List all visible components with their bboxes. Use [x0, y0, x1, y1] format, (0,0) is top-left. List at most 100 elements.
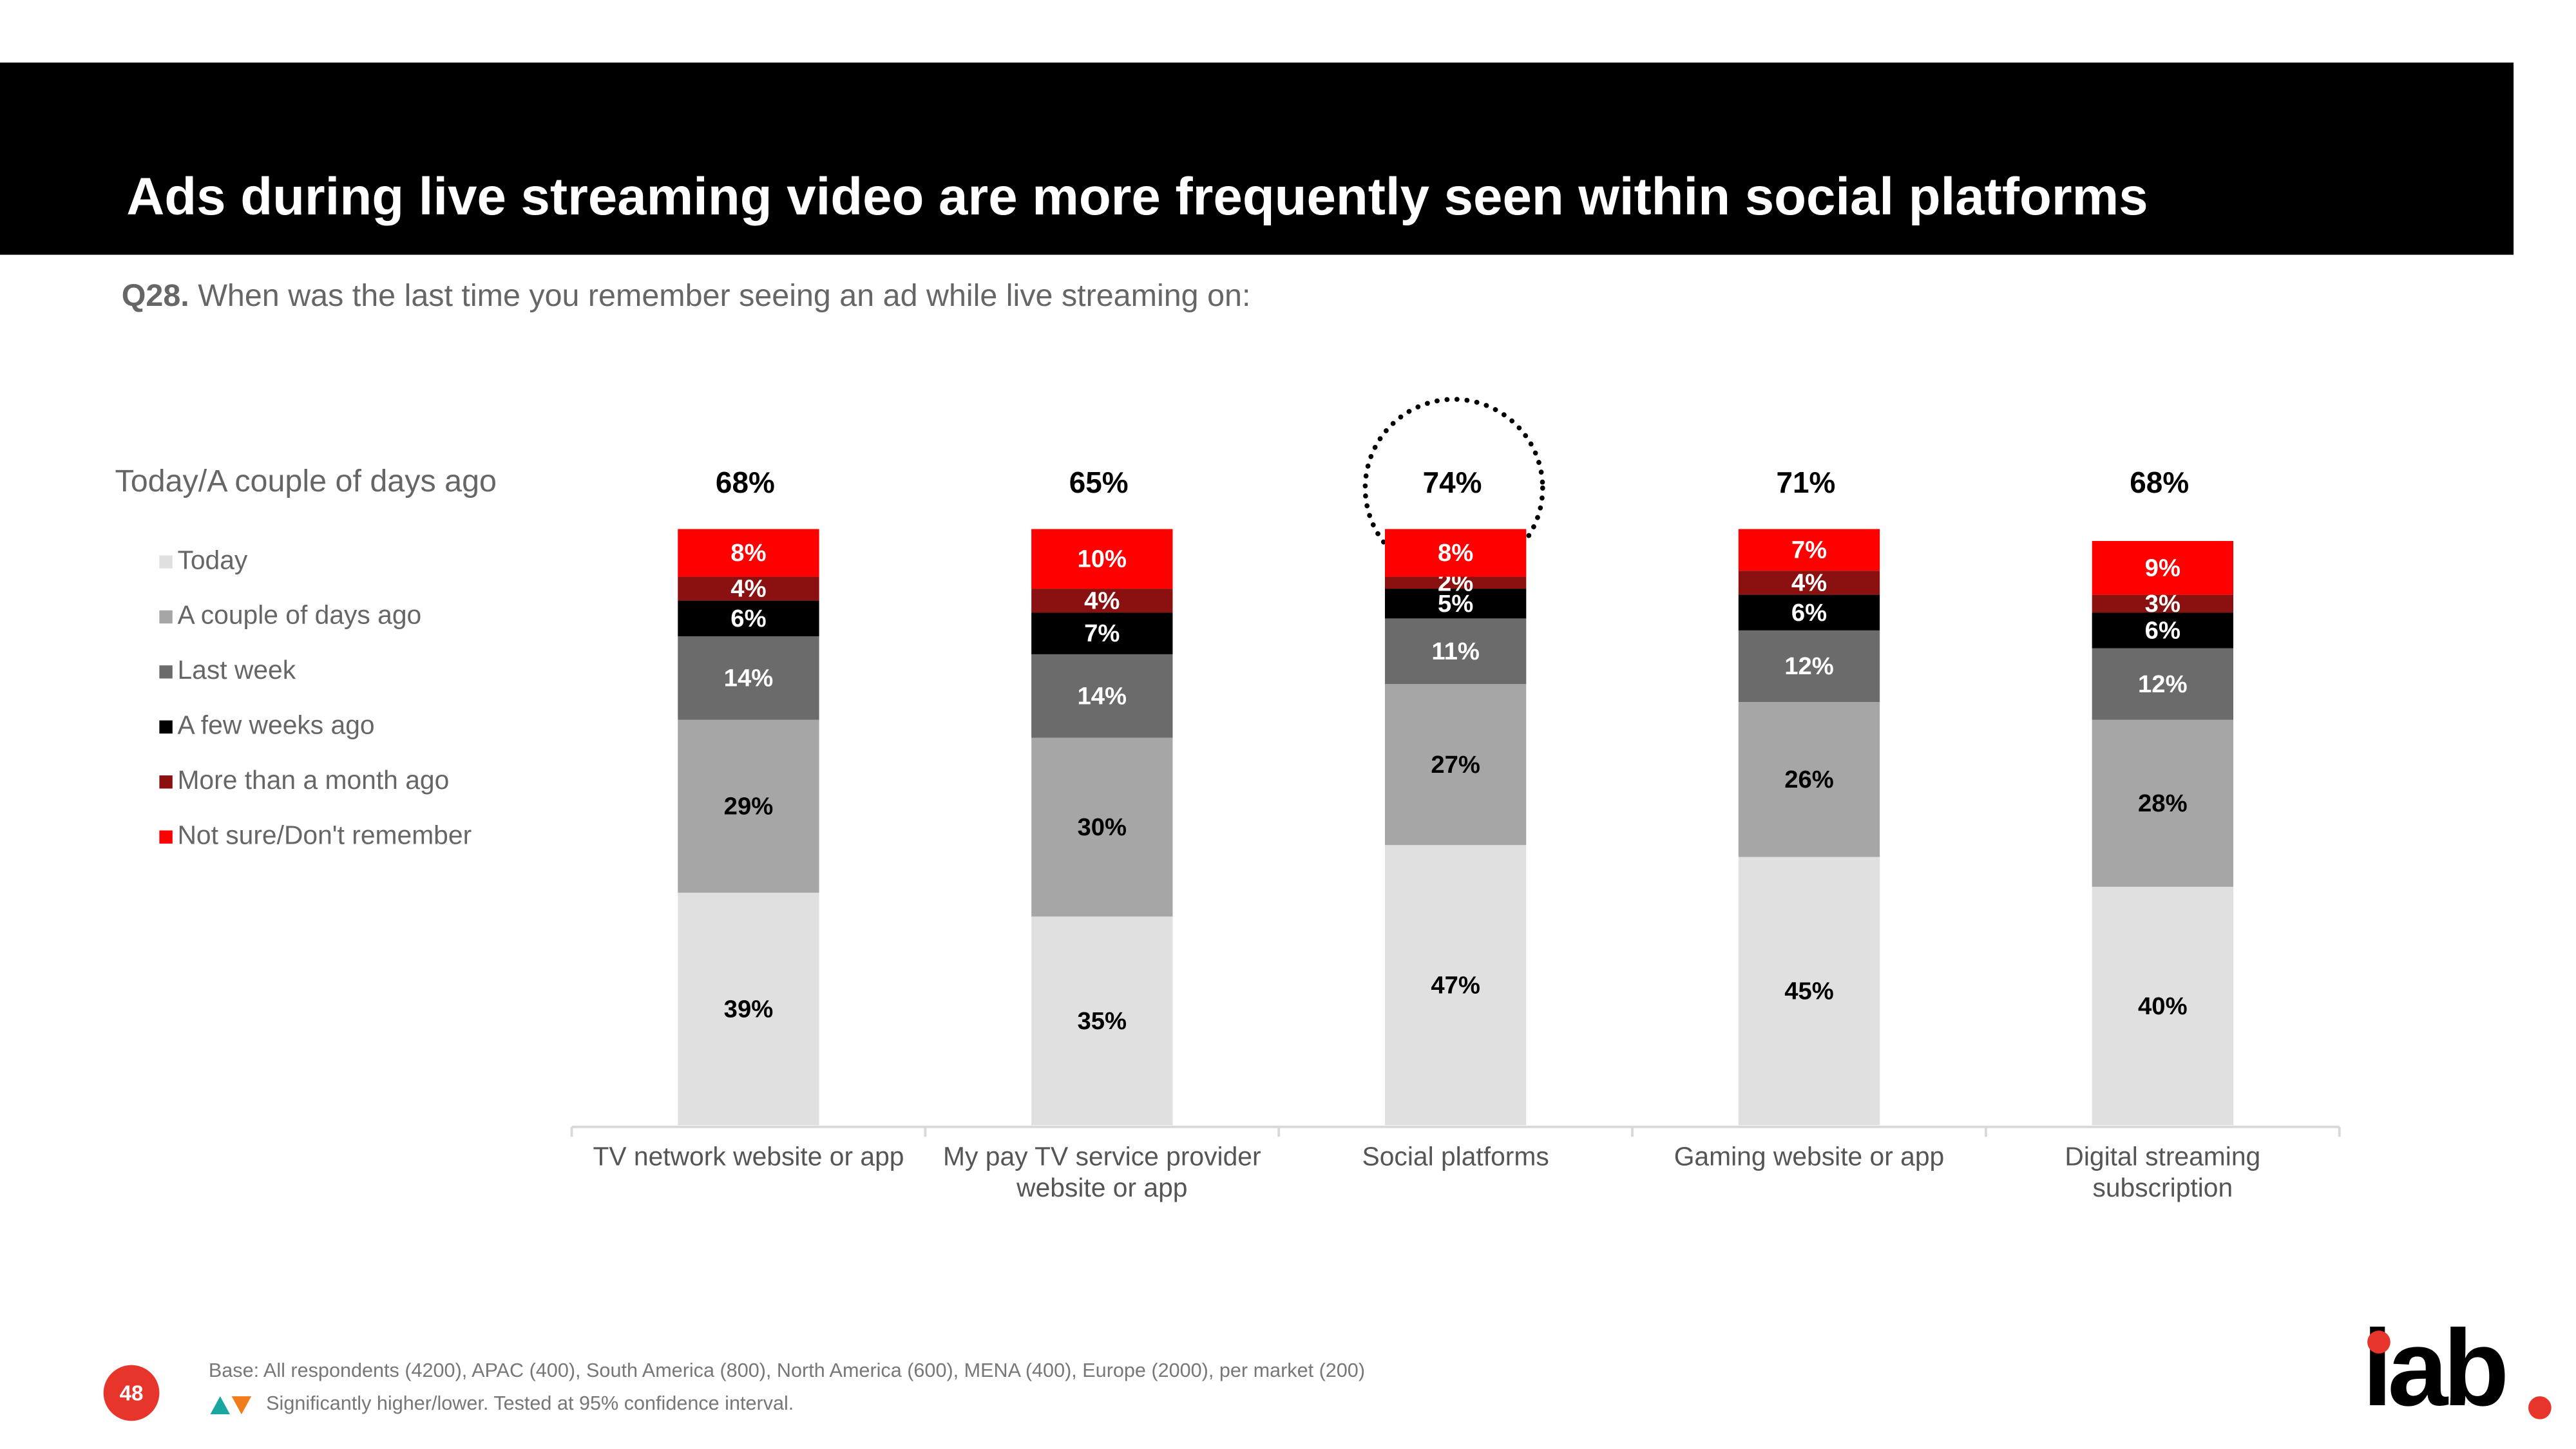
bar-segment: [1384, 684, 1527, 846]
bar-segment: [2092, 594, 2233, 613]
bar-segment: [1031, 589, 1173, 613]
value-label: 6%: [2145, 617, 2180, 645]
subtitle: Q28. When was the last time you remember…: [122, 278, 1251, 313]
value-label: 40%: [2138, 992, 2188, 1020]
x-tick-label-line: TV network website or app: [593, 1141, 904, 1171]
value-label: 27%: [1431, 751, 1480, 779]
bar-segment: [1384, 618, 1527, 685]
bar-segment: [1384, 845, 1527, 1126]
page-number: 48: [120, 1381, 144, 1405]
footer-base: Base: All respondents (4200), APAC (400)…: [209, 1359, 1365, 1381]
logo-period: [2528, 1396, 2552, 1419]
annotation: Today/A couple of days ago: [115, 464, 497, 498]
x-tick-label-line: subscription: [2092, 1173, 2233, 1202]
value-label: 8%: [1438, 539, 1473, 567]
x-tick-label: Social platforms: [1362, 1141, 1549, 1171]
value-label: 5%: [1438, 590, 1473, 618]
legend-swatch: [159, 610, 173, 624]
bar-segment: [678, 529, 819, 577]
value-label: 12%: [1784, 652, 1834, 680]
bar-segment: [678, 600, 819, 637]
value-label: 47%: [1431, 971, 1480, 999]
total-label: 68%: [716, 466, 775, 499]
bar-segment: [1384, 529, 1527, 577]
x-tick-label: Gaming website or app: [1674, 1141, 1945, 1171]
value-label: 6%: [1791, 599, 1827, 627]
legend-swatch: [159, 720, 173, 734]
legend-label: More than a month ago: [177, 765, 449, 795]
bar-segment: [678, 893, 819, 1126]
value-label: 8%: [730, 539, 766, 567]
bar-segment: [678, 636, 819, 720]
value-label: 39%: [724, 995, 774, 1023]
value-label: 14%: [1078, 682, 1127, 710]
bar-segment: [1031, 529, 1173, 589]
bar-segment: [678, 576, 819, 601]
title-bar: [0, 62, 2514, 255]
bar-segment: [1031, 916, 1173, 1126]
value-label: 28%: [2138, 790, 2188, 817]
bar-segment: [1031, 737, 1173, 917]
bar-segment: [2092, 719, 2233, 887]
value-label: 35%: [1078, 1007, 1127, 1035]
total-label: 68%: [2130, 466, 2189, 499]
value-label: 6%: [730, 605, 766, 632]
total-label: 71%: [1776, 466, 1835, 499]
value-label: 14%: [724, 665, 774, 692]
value-label: 11%: [1431, 638, 1479, 665]
x-tick-label-line: Gaming website or app: [1674, 1141, 1945, 1171]
bar-segment: [1738, 529, 1880, 571]
down-triangle: [231, 1396, 252, 1415]
bar-segment: [678, 719, 819, 893]
total-label: 74%: [1423, 466, 1482, 499]
legend-swatch: [159, 775, 173, 789]
up-triangle: [210, 1396, 231, 1415]
subtitle-text: When was the last time you remember seei…: [198, 278, 1250, 313]
legend-label: Not sure/Don't remember: [177, 820, 472, 849]
x-tick-label: TV network website or app: [593, 1141, 904, 1171]
total-label: 65%: [1069, 466, 1129, 499]
logo-dot: [2367, 1331, 2390, 1354]
x-tick-label: Digital streaming subscription: [2065, 1141, 2260, 1202]
x-tick-label-line: website or app: [1016, 1173, 1187, 1202]
value-label: 29%: [724, 793, 774, 820]
value-label: 4%: [1084, 587, 1120, 614]
bar-segment: [2092, 886, 2233, 1126]
logo: iab: [2362, 1307, 2504, 1428]
value-label: 7%: [1084, 620, 1120, 647]
x-tick-label: My pay TV service provider website or app: [943, 1141, 1261, 1202]
legend-swatch: [159, 830, 173, 844]
value-label: 4%: [730, 575, 766, 603]
value-label: 9%: [2145, 554, 2180, 582]
value-label: 30%: [1078, 813, 1127, 841]
value-label: 7%: [1791, 536, 1827, 564]
value-label: 45%: [1784, 978, 1834, 1005]
legend-swatch: [159, 665, 173, 679]
legend-label: A few weeks ago: [177, 710, 374, 740]
bar-segment: [1738, 594, 1880, 630]
bar-segment: [1738, 571, 1880, 595]
footer-significance: Significantly higher/lower. Tested at 95…: [266, 1392, 794, 1414]
bar-segment: [1031, 612, 1173, 654]
value-label: 4%: [1791, 569, 1827, 596]
legend-label: Last week: [177, 655, 296, 685]
x-tick-label-line: My pay TV service provider: [943, 1141, 1261, 1171]
value-label: 26%: [1784, 766, 1834, 793]
legend-label: Today: [177, 545, 247, 574]
bar-segment: [1031, 654, 1173, 738]
bar-segment: [1384, 576, 1527, 589]
bar-segment: [1738, 857, 1880, 1126]
bar-segment: [1738, 701, 1880, 857]
legend-swatch: [159, 555, 173, 569]
legend-label: A couple of days ago: [177, 600, 421, 630]
x-tick-label-line: Digital streaming: [2065, 1141, 2260, 1171]
chart-title: Ads during live streaming video are more…: [126, 167, 2148, 226]
value-label: 12%: [2138, 670, 2188, 698]
bar-segment: [2092, 648, 2233, 720]
page-badge: [103, 1365, 160, 1421]
bar-segment: [2092, 541, 2233, 595]
bar-segment: [1738, 630, 1880, 702]
subtitle-label: Q28.: [122, 278, 189, 313]
bar-segment: [1384, 589, 1527, 619]
